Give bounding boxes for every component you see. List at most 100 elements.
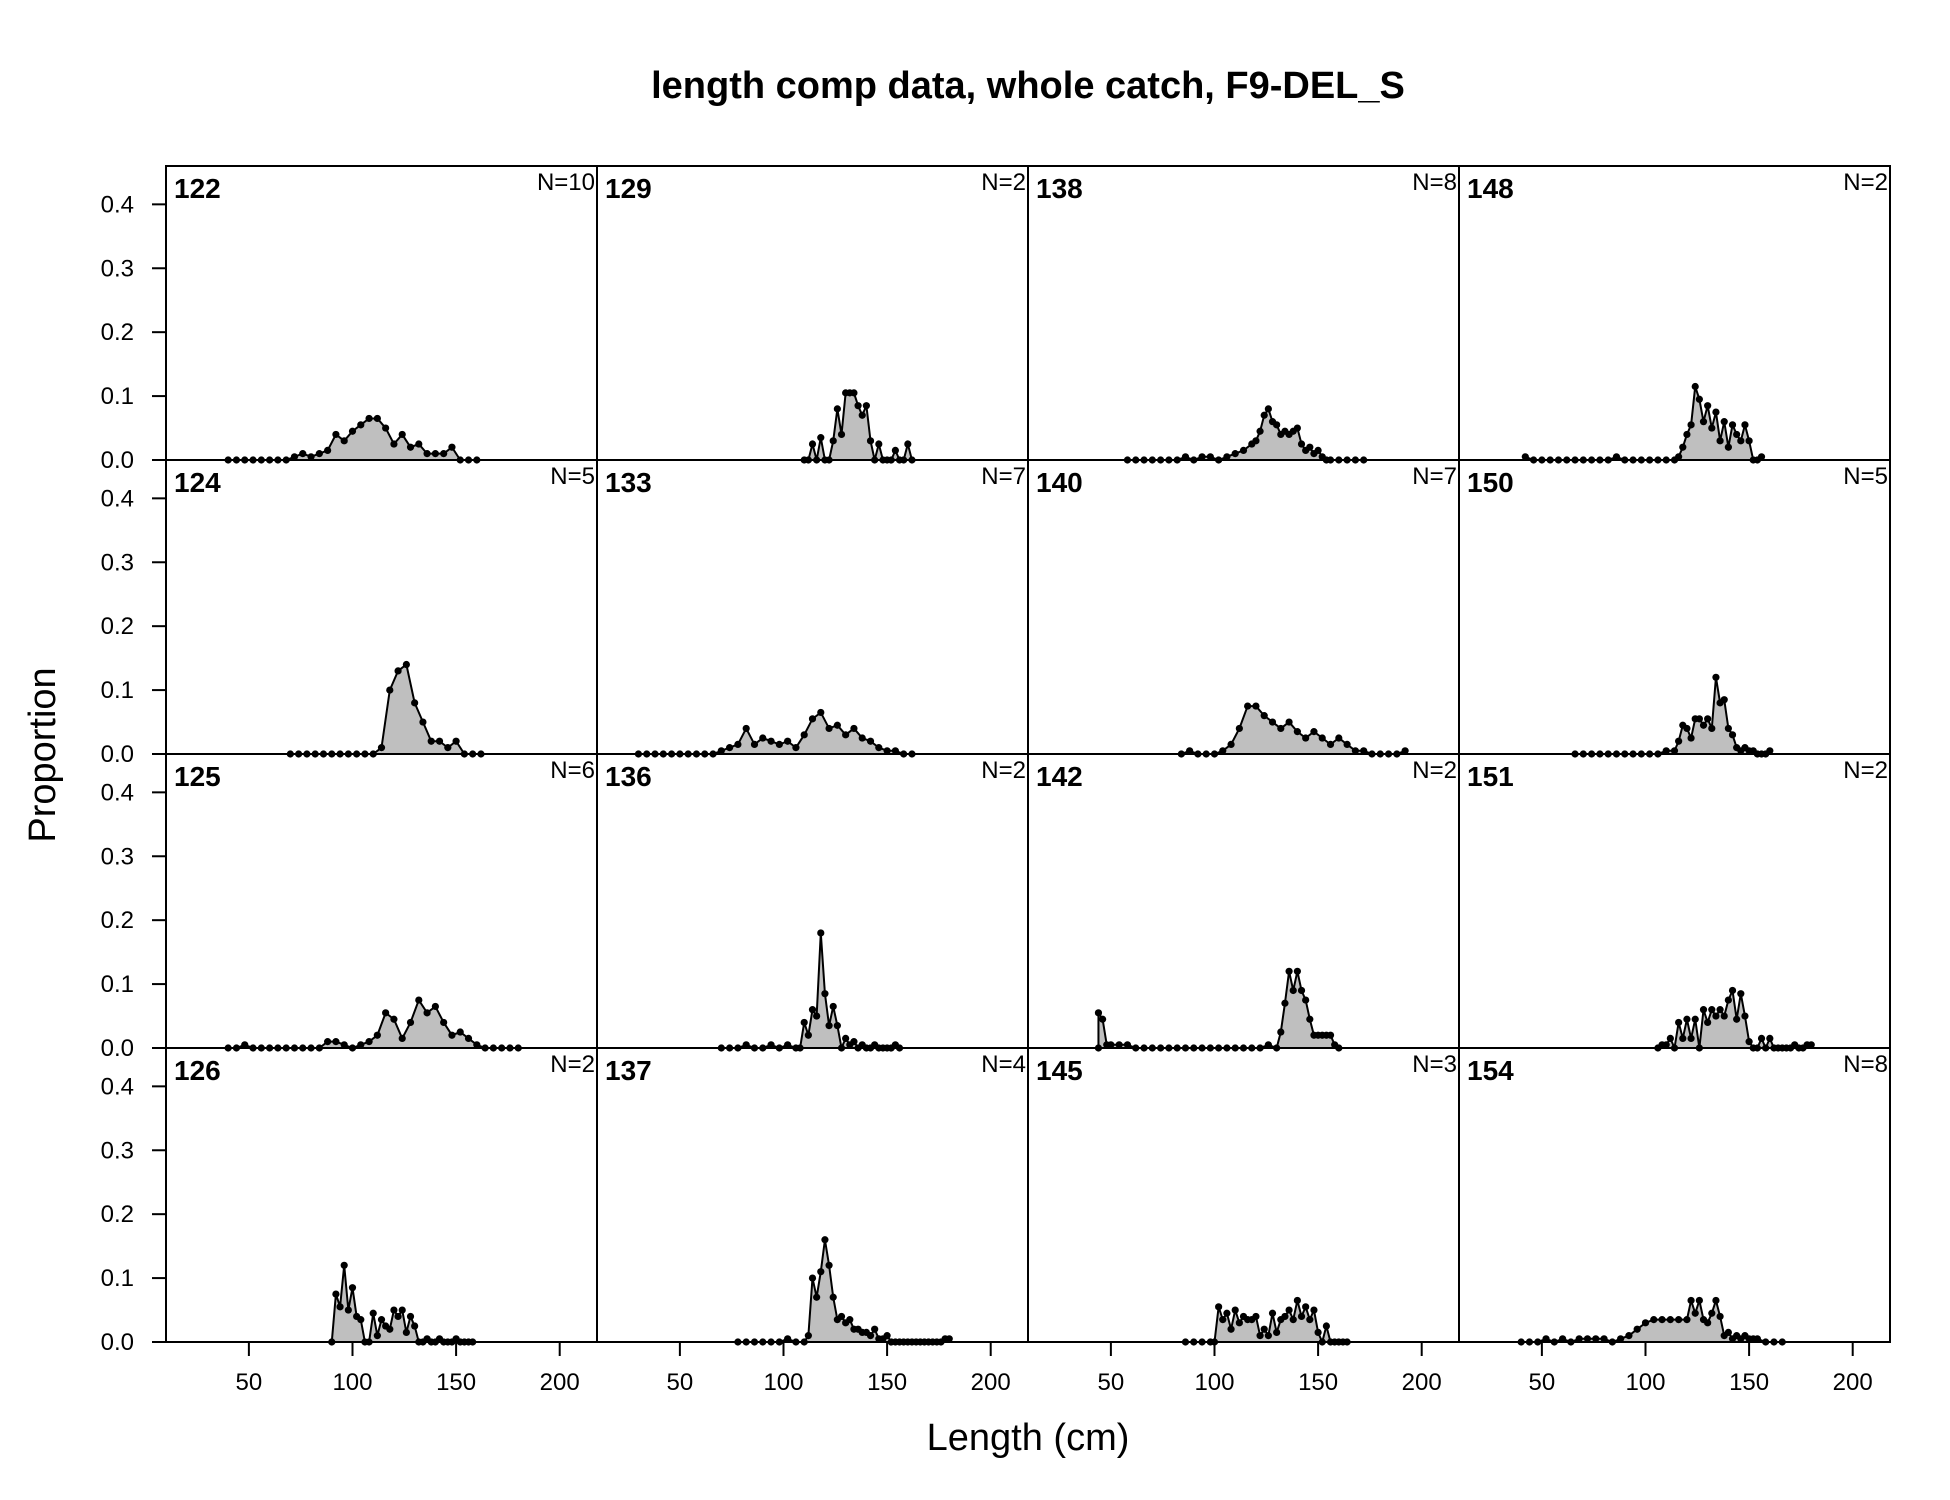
data-point: [904, 440, 912, 448]
data-point: [1691, 1015, 1699, 1023]
data-point: [717, 747, 725, 755]
data-point: [1099, 1015, 1107, 1023]
data-point: [775, 740, 783, 749]
panel-142: 142 N=2: [1027, 753, 1460, 1052]
sample-size-label: N=2: [1412, 757, 1457, 784]
data-point: [817, 1268, 825, 1276]
data-point: [402, 660, 410, 669]
data-point: [1679, 1034, 1687, 1043]
data-point: [825, 1261, 833, 1269]
data-point: [1683, 1316, 1691, 1324]
data-point: [1186, 747, 1194, 755]
data-point: [1521, 453, 1529, 461]
data-point: [784, 1041, 792, 1049]
data-point: [883, 747, 891, 755]
data-point: [1293, 424, 1301, 432]
data-point: [829, 1002, 837, 1011]
data-point: [394, 667, 402, 675]
data-point: [883, 1332, 891, 1340]
data-point: [402, 1328, 410, 1337]
data-point: [419, 718, 427, 726]
data-point: [431, 1002, 439, 1011]
data-point: [837, 430, 846, 439]
data-point: [1252, 437, 1260, 445]
sample-size-label: N=5: [1843, 463, 1888, 490]
panel-label: 137: [605, 1055, 652, 1086]
panel-label: 124: [174, 467, 221, 498]
data-point: [891, 446, 899, 455]
x-tick-label: 150: [1729, 1369, 1769, 1396]
data-point: [340, 1041, 348, 1049]
data-point: [767, 737, 775, 745]
data-point: [435, 737, 444, 745]
data-point: [1351, 747, 1359, 755]
panel-122: 122 N=10 0.0 0.1 0.2 0.3 0.4: [101, 165, 598, 474]
panel-125: 125 N=6 0.0 0.1 0.2 0.3 0.4: [101, 753, 598, 1062]
data-point: [415, 440, 423, 448]
data-point: [290, 453, 299, 461]
data-point: [817, 929, 825, 937]
data-point: [1542, 1335, 1550, 1343]
data-point: [386, 1325, 394, 1333]
data-point: [1695, 1296, 1703, 1305]
sample-size-label: N=10: [537, 169, 595, 196]
data-point: [398, 1306, 406, 1314]
data-point: [784, 737, 792, 745]
data-point: [1666, 1034, 1674, 1043]
data-point: [1293, 967, 1301, 975]
data-point: [1679, 443, 1687, 451]
panel-150: 150 N=5: [1458, 459, 1891, 758]
data-point: [1360, 747, 1368, 755]
data-point: [1733, 430, 1741, 439]
data-point: [1297, 1312, 1306, 1321]
data-point: [1252, 1312, 1260, 1321]
data-point: [800, 731, 808, 739]
data-point: [1401, 747, 1409, 755]
data-point: [373, 414, 381, 423]
x-tick-label: 200: [971, 1369, 1011, 1396]
data-point: [1256, 1332, 1264, 1340]
panel-frame: [1027, 459, 1460, 755]
data-point: [808, 1274, 817, 1282]
data-point: [340, 1261, 348, 1269]
panel-label: 142: [1036, 761, 1083, 792]
data-point: [1289, 1316, 1297, 1324]
panel-148: 148 N=2: [1458, 165, 1891, 464]
data-point: [1708, 1006, 1716, 1014]
data-point: [1662, 1041, 1670, 1049]
data-point: [473, 1041, 481, 1049]
data-point: [1268, 1309, 1277, 1317]
area-148: [1525, 386, 1762, 460]
data-point: [1683, 1015, 1691, 1023]
data-point: [1633, 1325, 1641, 1333]
panel-frame: [596, 459, 1029, 755]
data-point: [406, 443, 415, 451]
data-point: [1592, 1335, 1600, 1343]
area-125: [228, 1000, 519, 1048]
data-point: [1559, 1335, 1567, 1343]
data-point: [1675, 1316, 1683, 1324]
data-point: [315, 450, 323, 458]
data-point: [1219, 747, 1227, 755]
panel-frame: [1458, 459, 1891, 755]
data-point: [1239, 446, 1248, 455]
data-point: [1310, 1306, 1318, 1314]
series-line-140: [1180, 705, 1406, 755]
panel-frame: [165, 753, 598, 1049]
sample-size-label: N=5: [550, 463, 595, 490]
data-point: [241, 1041, 249, 1049]
panel-145: 145 N=3 50 100 150 200: [1027, 1047, 1460, 1396]
data-point: [299, 450, 307, 458]
data-point: [1223, 1309, 1231, 1317]
data-point: [1244, 702, 1252, 710]
data-point: [1617, 1335, 1625, 1343]
data-point: [348, 1284, 357, 1292]
data-point: [858, 411, 866, 419]
sample-size-label: N=2: [1843, 169, 1888, 196]
data-point: [444, 744, 452, 752]
panel-frame: [165, 165, 598, 461]
data-point: [1712, 673, 1720, 681]
y-tick-label: 0.0: [101, 741, 134, 768]
data-point: [1285, 1306, 1293, 1314]
